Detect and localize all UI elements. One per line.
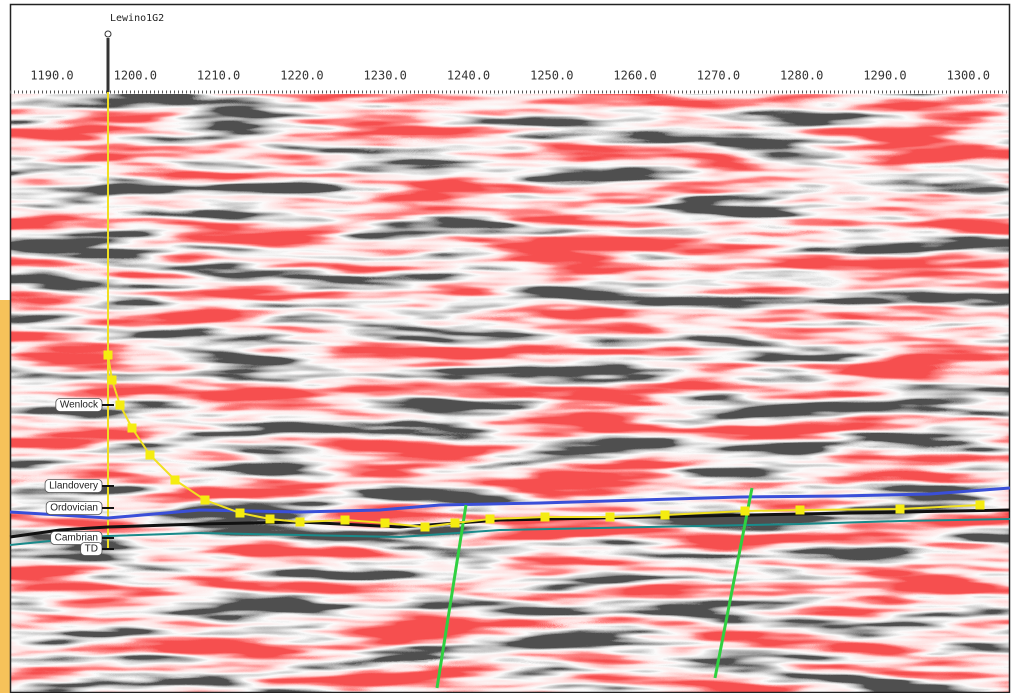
axis-tick-label: 1210.0 (197, 69, 240, 83)
path-marker (236, 509, 245, 518)
path-marker (104, 351, 113, 360)
top-label: Ordovician (50, 503, 98, 514)
path-marker (146, 451, 155, 460)
axis-tick-label: 1220.0 (280, 69, 323, 83)
path-marker (451, 519, 460, 528)
path-marker (108, 376, 117, 385)
side-panel (0, 300, 10, 693)
path-marker (171, 476, 180, 485)
axis-tick-label: 1230.0 (364, 69, 407, 83)
path-marker (486, 515, 495, 524)
axis-tick-label: 1190.0 (30, 69, 73, 83)
path-marker (541, 513, 550, 522)
axis-tick-label: 1270.0 (697, 69, 740, 83)
path-marker (381, 519, 390, 528)
path-marker (796, 506, 805, 515)
path-marker (116, 401, 125, 410)
top-label: Wenlock (60, 400, 99, 411)
path-marker (896, 505, 905, 514)
axis-tick-label: 1240.0 (447, 69, 490, 83)
seismic-view: Lewino1G2 1190.0 1200.0 1210.0 1220.0 1230.0… (0, 0, 1011, 693)
seismic-section (10, 94, 1010, 693)
path-marker (606, 513, 615, 522)
axis-tick-label: 1280.0 (780, 69, 823, 83)
well-name: Lewino1G2 (110, 13, 164, 24)
axis-tick-label: 1250.0 (530, 69, 573, 83)
path-marker (341, 516, 350, 525)
path-marker (741, 507, 750, 516)
axis-tick-label: 1200.0 (114, 69, 157, 83)
well-head (105, 31, 111, 37)
path-marker (296, 518, 305, 527)
top-label: Cambrian (55, 533, 98, 544)
path-marker (128, 424, 137, 433)
axis-tick-label: 1300.0 (947, 69, 990, 83)
path-marker (201, 496, 210, 505)
top-label: Llandovery (49, 481, 98, 492)
screenshot: Lewino1G2 1190.0 1200.0 1210.0 1220.0 1230.0… (0, 0, 1011, 693)
path-marker (661, 511, 670, 520)
path-marker (266, 515, 275, 524)
top-label: TD (85, 544, 98, 555)
axis-tick-label: 1260.0 (613, 69, 656, 83)
axis-tick-label: 1290.0 (863, 69, 906, 83)
path-marker (421, 523, 430, 532)
path-marker (976, 501, 985, 510)
